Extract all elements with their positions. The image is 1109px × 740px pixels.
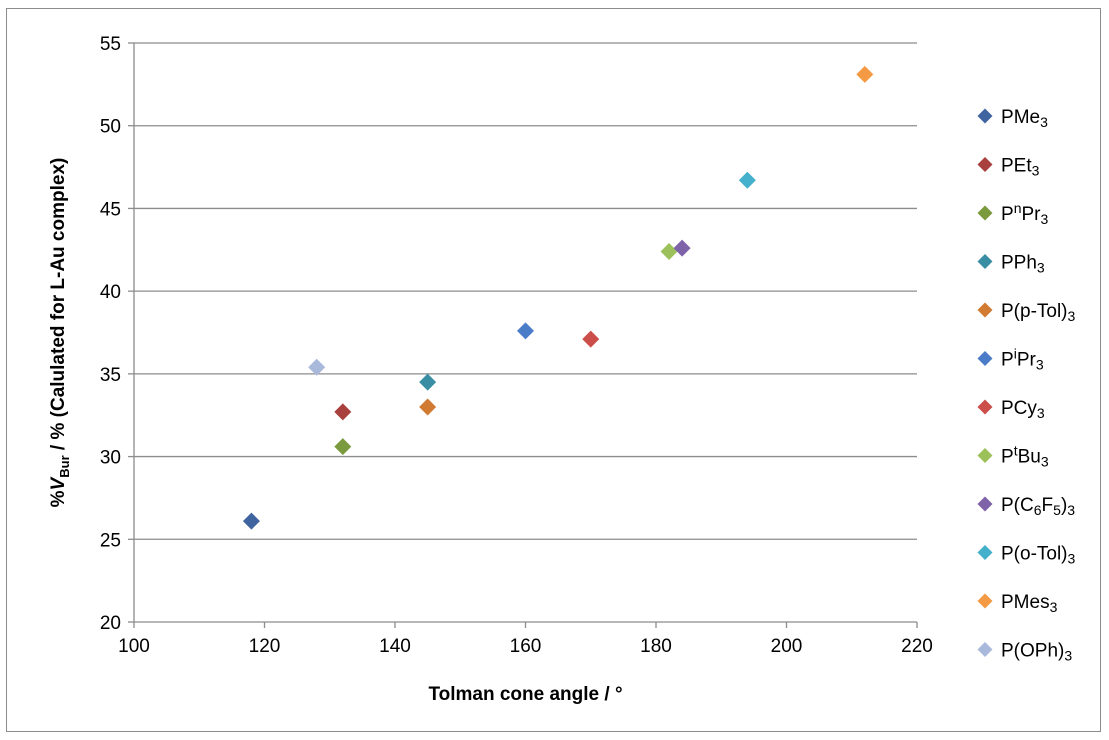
legend-marker xyxy=(977,205,993,221)
x-tick-label: 220 xyxy=(901,636,933,657)
legend-item: P(p-Tol)3 xyxy=(977,301,1076,324)
legend-marker xyxy=(977,108,993,124)
data-point-p-oph-3 xyxy=(308,358,326,376)
y-tick-label: 25 xyxy=(100,530,121,551)
data-points xyxy=(242,65,874,530)
y-tick-label: 45 xyxy=(100,199,121,220)
legend-item: PMe3 xyxy=(977,107,1048,130)
legend-marker xyxy=(977,545,993,560)
legend-marker xyxy=(977,448,993,463)
legend-label: PnPr3 xyxy=(1001,200,1048,227)
axes xyxy=(128,42,918,628)
data-point-pcy3 xyxy=(582,330,600,348)
legend-label: PMe3 xyxy=(1001,107,1048,130)
legend-marker xyxy=(977,351,993,366)
legend-marker xyxy=(977,157,993,172)
legend-label: PiPr3 xyxy=(1001,346,1044,373)
data-point-pet3 xyxy=(334,403,352,421)
x-tick-label: 200 xyxy=(771,636,803,657)
legend-marker xyxy=(977,642,993,657)
legend-item: PCy3 xyxy=(977,398,1045,421)
chart-frame: 20 25 30 35 40 45 50 55 100 120 140 160 180 200 220 To… xyxy=(6,8,1101,732)
y-tick-label: 35 xyxy=(100,365,121,386)
legend-label: P(C6F5)3 xyxy=(1001,495,1075,518)
legend-item: PPh3 xyxy=(977,253,1045,276)
legend: PMe3 PEt3 PnPr3 PPh3 P(p-Tol)3 PiPr3 PCy3 PtBu3… xyxy=(977,107,1076,664)
legend-label: PtBu3 xyxy=(1001,443,1049,470)
legend-label: P(o-Tol)3 xyxy=(1001,544,1076,567)
legend-item: PnPr3 xyxy=(977,200,1048,227)
data-point-ptbu3 xyxy=(660,242,678,260)
y-tick-label: 30 xyxy=(100,448,121,469)
legend-item: PMes3 xyxy=(977,592,1058,615)
legend-label: PCy3 xyxy=(1001,398,1045,421)
y-tick-label: 50 xyxy=(100,117,121,138)
y-axis-title-italic: V xyxy=(48,476,69,490)
legend-item: P(OPh)3 xyxy=(977,641,1072,664)
legend-label: P(OPh)3 xyxy=(1001,641,1072,664)
legend-item: PtBu3 xyxy=(977,443,1049,470)
x-tick-label: 120 xyxy=(249,636,281,657)
gridlines xyxy=(134,42,917,540)
y-axis-title-suffix: / % (Calulated for L-Au complex) xyxy=(48,158,69,456)
y-axis-title-prefix: % xyxy=(48,490,69,507)
x-tick-label: 140 xyxy=(379,636,411,657)
y-tick-label: 20 xyxy=(100,613,121,634)
data-point-pmes3 xyxy=(856,65,874,83)
legend-label: PEt3 xyxy=(1001,156,1040,179)
legend-item: PEt3 xyxy=(977,156,1040,179)
data-point-pipr3 xyxy=(517,322,534,340)
legend-marker xyxy=(977,593,993,609)
legend-item: P(o-Tol)3 xyxy=(977,544,1076,567)
x-tick-label: 100 xyxy=(118,636,150,657)
x-axis-title: Tolman cone angle / ° xyxy=(428,684,622,705)
data-point-pnpr3 xyxy=(334,438,352,456)
legend-item: PiPr3 xyxy=(977,346,1044,373)
data-point-pme3 xyxy=(242,512,260,530)
legend-marker xyxy=(977,399,993,415)
legend-label: PPh3 xyxy=(1001,253,1045,276)
data-point-p-o-tol-3 xyxy=(738,171,756,189)
legend-item: P(C6F5)3 xyxy=(977,495,1075,518)
legend-marker xyxy=(977,254,993,269)
y-axis-title: %VBur / % (Calulated for L-Au complex) xyxy=(48,158,72,508)
y-axis-title-subscript: Bur xyxy=(57,455,72,477)
data-point-p-c6f5-3 xyxy=(673,239,691,257)
legend-marker xyxy=(977,496,993,512)
data-point-p-p-tol-3 xyxy=(419,398,437,416)
y-tick-label: 40 xyxy=(100,282,121,303)
x-tick-label: 180 xyxy=(640,636,672,657)
legend-label: P(p-Tol)3 xyxy=(1001,301,1076,324)
tick-labels: 20 25 30 35 40 45 50 55 100 120 140 160 180 200 220 xyxy=(100,34,933,657)
legend-marker xyxy=(977,302,993,318)
legend-label: PMes3 xyxy=(1001,592,1058,615)
scatter-chart: 20 25 30 35 40 45 50 55 100 120 140 160 180 200 220 To… xyxy=(48,34,1076,705)
x-tick-label: 160 xyxy=(510,636,542,657)
data-point-pph3 xyxy=(419,373,437,391)
y-tick-label: 55 xyxy=(100,34,121,55)
